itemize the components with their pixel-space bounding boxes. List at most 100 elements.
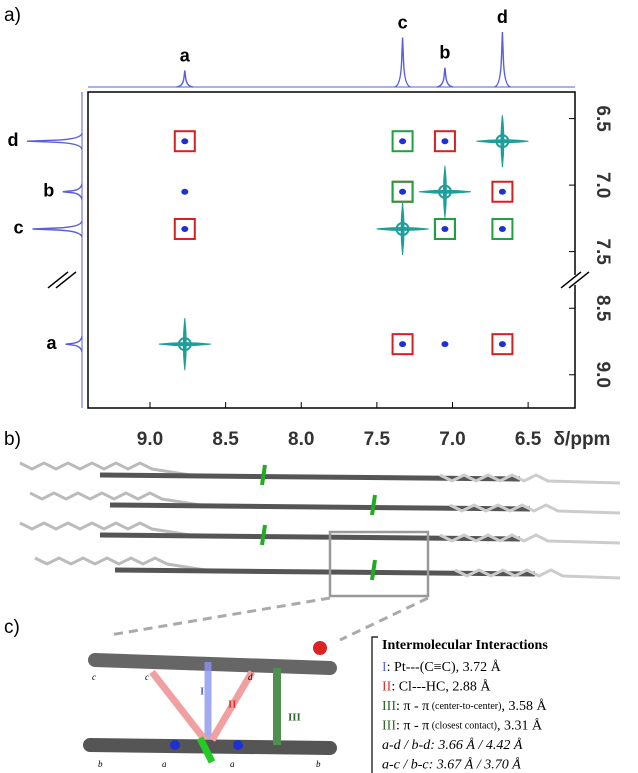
axis-break	[47, 271, 69, 289]
zoom-line	[339, 596, 429, 642]
chlorine	[370, 559, 377, 581]
chlorine	[260, 524, 267, 546]
x-tick-label: 7.0	[439, 429, 465, 450]
legend-tail: , 3.31 Å	[497, 718, 543, 734]
peak-contour	[476, 115, 529, 168]
diagonal-peak	[158, 318, 211, 371]
left-peak	[65, 336, 83, 353]
top-peak	[494, 31, 511, 88]
top-peak	[176, 70, 193, 88]
legend-item: III: π - π (closest contact), 3.31 Å	[382, 718, 543, 734]
legend-item: a-d / b-d: 3.66 Å / 4.42 Å	[382, 737, 523, 753]
panel-label: c)	[4, 617, 20, 638]
legend-numeral: III	[382, 699, 396, 714]
noe-box	[391, 333, 414, 356]
axis-break	[560, 271, 582, 289]
legend-item: III: π - π (center-to-center), 3.58 Å	[382, 698, 547, 714]
noe-box	[173, 130, 196, 153]
axis-break-gap	[50, 274, 74, 285]
zoom-line	[109, 596, 331, 637]
left-peak	[26, 132, 83, 150]
peak-label: a	[180, 45, 191, 65]
cross-peak	[441, 341, 449, 348]
cross-peak	[441, 138, 449, 145]
cross-peak	[498, 188, 506, 195]
legend-numeral: I	[382, 660, 387, 675]
bond-II	[208, 670, 256, 742]
legend-note: (closest contact)	[429, 721, 497, 732]
legend-text: : Cl---HC, 2.88 Å	[391, 679, 491, 695]
legend-text: a-d / b-d: 3.66 Å / 4.42 Å	[382, 737, 523, 753]
legend-bracket	[371, 636, 378, 773]
legend-item: a-c / b-c: 3.67 Å / 3.70 Å	[382, 757, 521, 773]
cross-peak	[498, 341, 506, 348]
atom-label: c	[145, 672, 149, 682]
lower-backbone	[83, 738, 337, 755]
peak-core	[437, 184, 452, 199]
legend-text: : π - π	[396, 719, 429, 734]
numeral: II	[228, 699, 237, 711]
x-tick-label: 6.5	[515, 429, 542, 450]
peak-label: b	[43, 181, 54, 201]
atom-label: d	[248, 672, 253, 682]
chlorine	[370, 494, 377, 516]
diagonal-peak	[376, 202, 429, 256]
n-atom	[170, 740, 180, 750]
cross-peak	[441, 225, 449, 232]
chain	[34, 556, 206, 572]
panel-label: b)	[4, 429, 21, 450]
x-axis-label: δ/ppm	[554, 429, 611, 450]
legend-title: Intermolecular Interactions	[382, 638, 548, 653]
bond-II	[149, 669, 208, 743]
noe-box	[433, 130, 456, 153]
peak-contour	[376, 202, 429, 256]
peak-label: c	[13, 218, 23, 238]
peak-label: c	[398, 12, 408, 32]
x-tick-label: 7.5	[364, 429, 391, 450]
axis-break-gap	[563, 274, 587, 285]
y-tick-label: 9.0	[592, 362, 613, 388]
top-peak	[394, 37, 411, 88]
noe-box	[491, 333, 514, 356]
atom-label: a	[230, 759, 235, 769]
legend-text: a-c / b-c: 3.67 Å / 3.70 Å	[382, 757, 521, 773]
panel-label: a)	[4, 5, 21, 26]
chain	[439, 533, 621, 545]
diagonal-peak	[476, 115, 529, 168]
y-tick-label: 8.5	[592, 295, 613, 322]
x-tick-label: 8.0	[288, 429, 314, 450]
atom-label: c	[92, 672, 96, 682]
cross-peak	[399, 188, 407, 195]
top-peak	[436, 67, 454, 88]
left-peak	[32, 220, 83, 238]
legend-numeral: II	[382, 680, 392, 695]
cl-atom	[196, 736, 216, 764]
diagonal-peak	[418, 165, 471, 218]
y-tick-label: 6.5	[592, 105, 613, 132]
peak-label: b	[439, 43, 450, 63]
x-tick-label: 8.5	[212, 429, 239, 450]
n-atom	[233, 740, 243, 750]
legend-tail: , 3.58 Å	[501, 698, 547, 714]
cross-peak	[498, 225, 506, 232]
y-tick-label: 7.5	[592, 238, 613, 265]
cross-peak	[181, 225, 189, 232]
left-peak	[62, 183, 83, 200]
atom-label: a	[162, 759, 167, 769]
axis-break	[55, 271, 77, 289]
numeral: I	[200, 686, 204, 698]
chlorine	[260, 464, 267, 486]
noe-box	[491, 217, 514, 240]
peak-core	[495, 134, 510, 149]
chain	[439, 473, 621, 485]
axis-break	[568, 271, 590, 289]
zoom-box	[328, 530, 430, 598]
noe-box	[173, 217, 196, 240]
peak-contour	[418, 165, 471, 218]
cross-peak	[399, 138, 407, 145]
noe-box	[491, 180, 514, 203]
peak-contour	[158, 318, 211, 371]
chain	[19, 461, 191, 477]
